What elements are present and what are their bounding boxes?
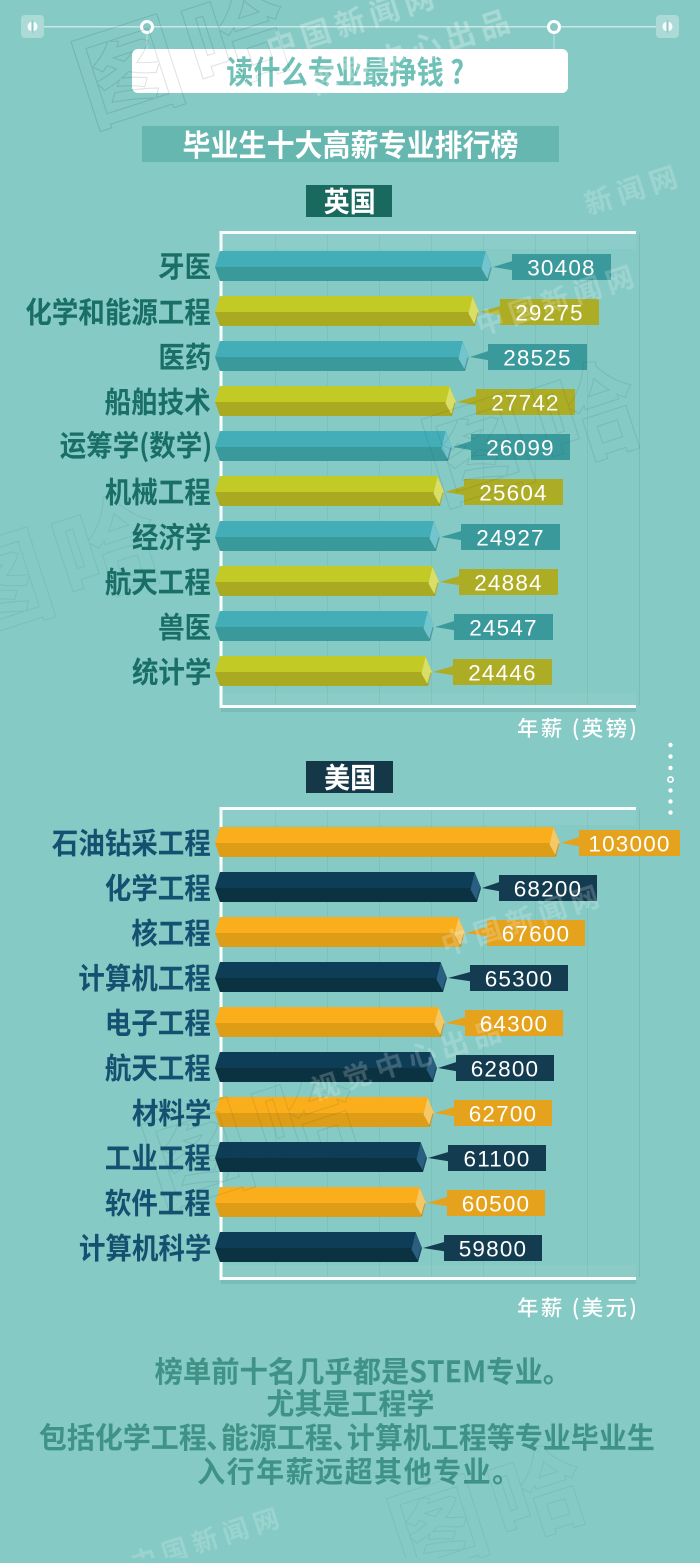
svg-text:30408: 30408 xyxy=(527,255,596,280)
svg-text:24446: 24446 xyxy=(468,660,537,685)
svg-text:24927: 24927 xyxy=(476,525,545,550)
svg-text:24884: 24884 xyxy=(474,570,543,595)
svg-text:60500: 60500 xyxy=(462,1191,531,1216)
svg-text:62700: 62700 xyxy=(469,1101,538,1126)
svg-text:59800: 59800 xyxy=(459,1236,528,1261)
svg-text:68200: 68200 xyxy=(514,876,583,901)
svg-text:28525: 28525 xyxy=(503,345,572,370)
svg-text:27742: 27742 xyxy=(491,390,560,415)
svg-text:65300: 65300 xyxy=(485,966,554,991)
svg-text:61100: 61100 xyxy=(464,1146,531,1171)
svg-text:62800: 62800 xyxy=(471,1056,540,1081)
svg-text:24547: 24547 xyxy=(469,615,538,640)
svg-text:103000: 103000 xyxy=(588,831,670,856)
